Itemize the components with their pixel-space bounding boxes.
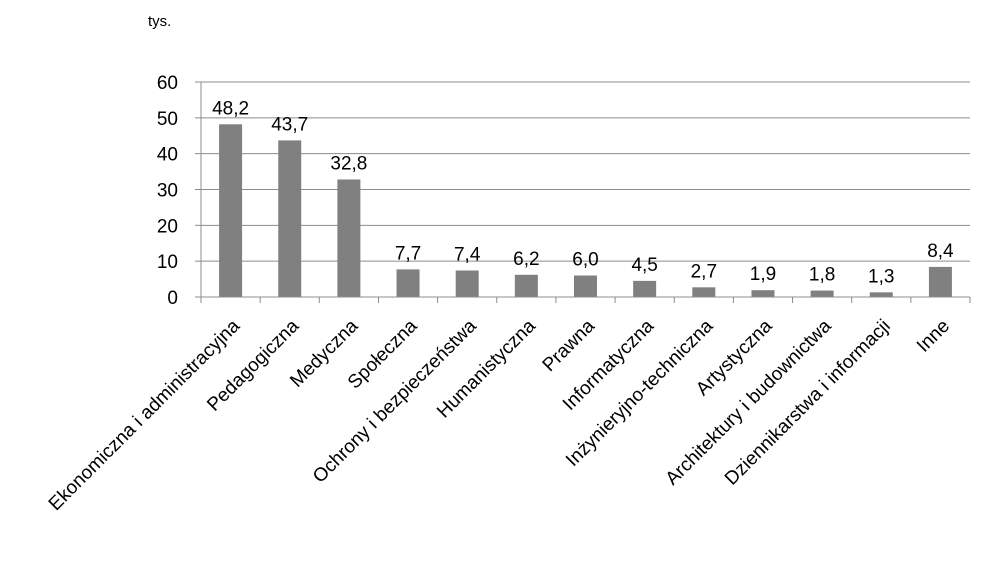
data-label: 32,8 <box>330 153 367 174</box>
bar <box>574 275 597 297</box>
bar <box>455 270 479 297</box>
data-label: 2,7 <box>691 261 717 282</box>
data-label: 1,3 <box>868 266 894 287</box>
data-label: 8,4 <box>927 241 954 262</box>
data-label: 43,7 <box>271 114 308 135</box>
y-tick-label: 0 <box>167 288 178 309</box>
category-label: Inne <box>913 316 954 357</box>
bar <box>692 287 716 297</box>
category-label: Ekonomiczna i administracyjna <box>45 315 245 515</box>
bar <box>337 179 361 297</box>
y-tick-label: 30 <box>157 181 178 202</box>
bar <box>810 290 834 297</box>
y-tick-label: 60 <box>157 73 178 94</box>
bar <box>633 280 657 297</box>
data-label: 7,4 <box>454 244 481 265</box>
y-axis-unit-label: tys. <box>148 13 171 30</box>
data-label: 1,8 <box>809 265 835 286</box>
category-labels: Ekonomiczna i administracyjnaPedagogiczn… <box>45 315 954 515</box>
data-label: 1,9 <box>750 264 776 285</box>
data-label: 7,7 <box>395 243 421 264</box>
data-label: 6,0 <box>572 250 598 271</box>
bar <box>869 292 893 297</box>
data-label: 6,2 <box>513 249 539 270</box>
data-label: 48,2 <box>212 98 249 119</box>
y-tick-label: 40 <box>157 145 178 166</box>
y-axis-ticks: 0 10 20 30 40 50 60 <box>157 73 201 309</box>
bar <box>219 124 243 298</box>
bars <box>219 124 952 298</box>
gridlines <box>201 81 970 262</box>
bar <box>278 140 302 297</box>
data-label: 4,5 <box>631 255 657 276</box>
y-tick-label: 50 <box>157 109 178 130</box>
bar <box>396 269 420 297</box>
bar <box>928 266 952 297</box>
category-label: Prawna <box>539 315 600 376</box>
y-tick-label: 10 <box>157 252 178 273</box>
y-tick-label: 20 <box>157 216 178 237</box>
bar <box>751 290 775 297</box>
data-labels: 48,2 43,7 32,8 7,7 7,4 6,2 6,0 4,5 2,7 1,9 1,8 1,3 8… <box>212 98 954 287</box>
bar <box>514 274 538 297</box>
